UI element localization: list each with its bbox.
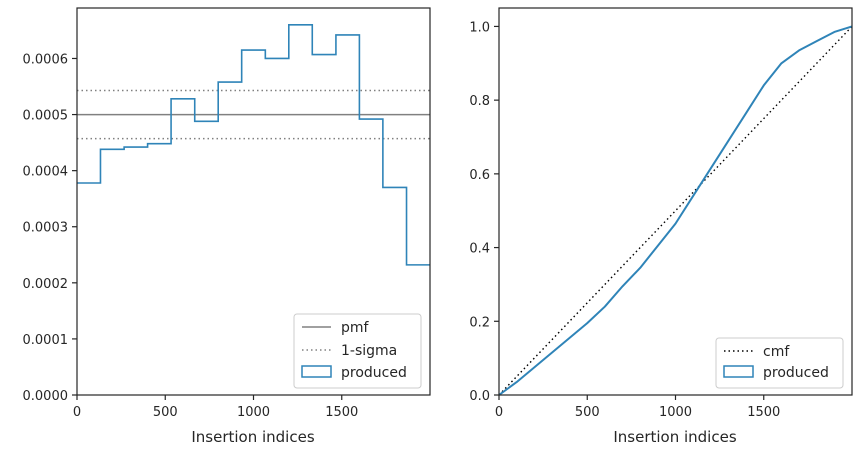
right-ytick-label: 0.6	[469, 168, 490, 183]
chart-left-histogram: 0 500 1000 1500 0.00000.00010.00020.00030.0…	[23, 7, 431, 446]
left-ytick-label: 0.0001	[23, 333, 69, 348]
left-y-axis-ticks: 0.0000 0.0001 0.0002 0.0003 0.0004 0.0005 0.00…	[23, 52, 77, 404]
left-ytick-label: 0.0005	[23, 109, 69, 124]
left-ytick-label: 0.0004	[23, 165, 69, 180]
legend-cmf-label: cmf	[763, 344, 790, 360]
left-x-axis-label: Insertion indices	[191, 428, 314, 446]
chart-right-cumulative: 0 500 1000 1500 0.0 0.2 0.4 0.6 0.8 1.0 Insertio…	[469, 7, 853, 446]
right-xtick-label: 1500	[747, 405, 780, 420]
right-xtick-label: 1000	[659, 405, 692, 420]
left-xtick-label: 1500	[325, 405, 358, 420]
left-xtick-label: 0	[73, 405, 81, 420]
left-xtick-label: 1000	[237, 405, 270, 420]
right-plot-area	[498, 25, 853, 396]
legend-produced-swatch	[723, 365, 754, 378]
left-ytick-label: 0.0003	[23, 221, 69, 236]
left-legend-box	[293, 313, 422, 389]
produced-histogram-step	[77, 24, 430, 266]
left-xtick-label: 500	[153, 405, 178, 420]
right-ytick-label: 0.8	[469, 94, 490, 109]
right-axes-frame	[498, 7, 853, 396]
left-ytick-label: 0.0006	[23, 52, 69, 67]
legend-sigma-label: 1-sigma	[341, 343, 397, 359]
left-ytick-label: 0.0000	[23, 389, 69, 404]
legend-pmf-label: pmf	[341, 320, 370, 336]
right-ytick-label: 0.0	[469, 389, 490, 404]
right-xtick-label: 500	[575, 405, 600, 420]
right-ytick-label: 0.2	[469, 315, 490, 330]
legend-produced-label: produced	[763, 365, 829, 381]
right-x-axis-label: Insertion indices	[613, 428, 736, 446]
right-ytick-label: 0.4	[469, 242, 490, 257]
left-legend: pmf 1-sigma produced	[293, 313, 422, 389]
produced-cumulative-line	[498, 25, 853, 396]
left-ytick-label: 0.0002	[23, 277, 69, 292]
right-ytick-label: 1.0	[469, 20, 490, 35]
legend-produced-swatch	[301, 365, 332, 378]
right-xtick-label: 0	[495, 405, 503, 420]
legend-produced-label: produced	[341, 365, 407, 381]
left-x-axis-ticks: 0 500 1000 1500	[73, 395, 358, 420]
left-plot-area	[77, 24, 430, 266]
right-x-axis-ticks: 0 500 1000 1500	[495, 395, 780, 420]
right-y-axis-ticks: 0.0 0.2 0.4 0.6 0.8 1.0	[469, 20, 499, 404]
right-legend: cmf produced	[715, 337, 844, 389]
